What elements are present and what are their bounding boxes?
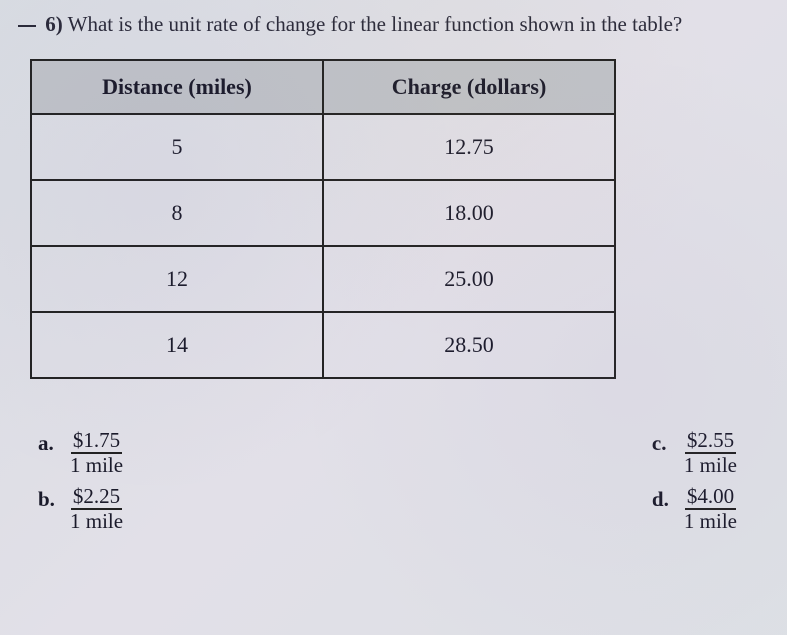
blank-underscore <box>18 25 36 27</box>
answer-letter-b: b. <box>38 485 58 512</box>
cell-distance: 8 <box>31 180 323 246</box>
col-header-charge: Charge (dollars) <box>323 60 615 114</box>
fraction-den: 1 mile <box>68 510 125 533</box>
cell-distance: 12 <box>31 246 323 312</box>
question-line: 6) What is the unit rate of change for t… <box>18 12 769 37</box>
answer-col-right: c. $2.55 1 mile d. $4.00 1 mile <box>652 429 739 533</box>
cell-distance: 14 <box>31 312 323 378</box>
answer-b: b. $2.25 1 mile <box>38 485 125 533</box>
answer-a: a. $1.75 1 mile <box>38 429 125 477</box>
table-row: 5 12.75 <box>31 114 615 180</box>
table-row: 12 25.00 <box>31 246 615 312</box>
answer-d: d. $4.00 1 mile <box>652 485 739 533</box>
answer-c: c. $2.55 1 mile <box>652 429 739 477</box>
data-table: Distance (miles) Charge (dollars) 5 12.7… <box>30 59 616 379</box>
table-row: 8 18.00 <box>31 180 615 246</box>
answer-letter-c: c. <box>652 429 672 456</box>
col-header-distance: Distance (miles) <box>31 60 323 114</box>
answer-col-left: a. $1.75 1 mile b. $2.25 1 mile <box>38 429 125 533</box>
answer-letter-d: d. <box>652 485 672 512</box>
fraction-a: $1.75 1 mile <box>68 429 125 477</box>
table-header-row: Distance (miles) Charge (dollars) <box>31 60 615 114</box>
fraction-den: 1 mile <box>682 454 739 477</box>
fraction-num: $4.00 <box>685 485 736 510</box>
fraction-d: $4.00 1 mile <box>682 485 739 533</box>
table-row: 14 28.50 <box>31 312 615 378</box>
fraction-c: $2.55 1 mile <box>682 429 739 477</box>
fraction-num: $1.75 <box>71 429 122 454</box>
cell-charge: 28.50 <box>323 312 615 378</box>
cell-distance: 5 <box>31 114 323 180</box>
fraction-num: $2.25 <box>71 485 122 510</box>
cell-charge: 12.75 <box>323 114 615 180</box>
answer-choices: a. $1.75 1 mile b. $2.25 1 mile c. $2.55… <box>18 429 769 533</box>
cell-charge: 18.00 <box>323 180 615 246</box>
fraction-num: $2.55 <box>685 429 736 454</box>
question-number: 6) <box>45 12 63 36</box>
fraction-den: 1 mile <box>682 510 739 533</box>
fraction-b: $2.25 1 mile <box>68 485 125 533</box>
cell-charge: 25.00 <box>323 246 615 312</box>
question-text: What is the unit rate of change for the … <box>68 12 683 36</box>
answer-letter-a: a. <box>38 429 58 456</box>
fraction-den: 1 mile <box>68 454 125 477</box>
